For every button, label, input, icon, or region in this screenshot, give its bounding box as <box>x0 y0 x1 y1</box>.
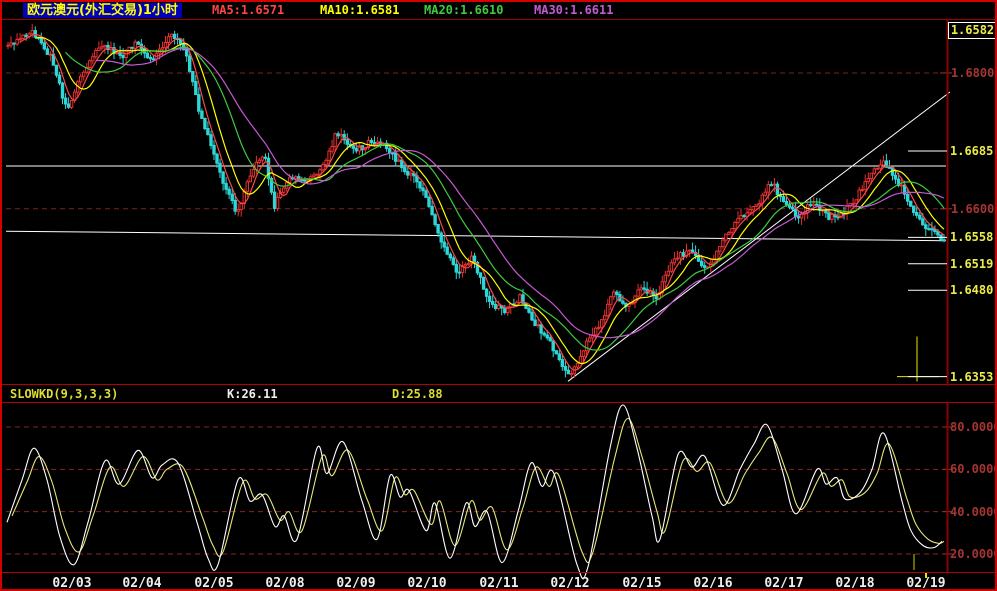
date-label: 02/03 <box>52 576 92 591</box>
price-level-label: 1.6480 <box>950 283 994 298</box>
current-date-tick <box>925 573 927 578</box>
indicator-name: SLOWKD(9,3,3,3) <box>10 387 119 401</box>
indicator-header-bar: SLOWKD(9,3,3,3) K:26.11 D:25.88 <box>2 386 995 402</box>
instrument-title: 欧元澳元(外汇交易)1小时 <box>23 3 182 18</box>
indicator-level-label: 20.0000 <box>950 547 997 561</box>
date-label: 02/15 <box>622 576 662 591</box>
date-label: 02/11 <box>479 576 519 591</box>
price-level-label: 1.6800 <box>951 65 995 80</box>
date-label: 02/10 <box>407 576 447 591</box>
indicator-level-label: 60.0000 <box>950 462 997 477</box>
indicator-d-value: D:25.88 <box>392 387 443 401</box>
date-label: 02/18 <box>835 576 875 591</box>
current-price-badge: 1.6582 <box>948 22 995 39</box>
ma30-legend: MA30:1.6611 <box>534 3 614 17</box>
price-level-label: 1.6600 <box>951 201 995 216</box>
indicator-k-value: K:26.11 <box>227 387 278 401</box>
date-label: 02/19 <box>906 576 946 591</box>
date-label: 02/05 <box>194 576 234 591</box>
date-label: 02/12 <box>550 576 590 591</box>
title-bar: 欧元澳元(外汇交易)1小时 MA5:1.6571 MA10:1.6581 MA2… <box>2 2 995 19</box>
date-label: 02/17 <box>764 576 804 591</box>
date-label: 02/04 <box>122 576 162 591</box>
ma10-legend: MA10:1.6581 <box>320 3 400 17</box>
indicator-level-label: 80.0000 <box>950 420 997 434</box>
date-label: 02/09 <box>336 576 376 591</box>
price-level-label: 1.6685 <box>950 144 994 159</box>
price-level-label: 1.6519 <box>950 256 994 271</box>
date-label: 02/08 <box>265 576 305 591</box>
price-level-label: 1.6558 <box>950 230 994 245</box>
date-label: 02/16 <box>693 576 733 591</box>
price-level-label: 1.6353 <box>950 369 994 384</box>
indicator-level-label: 40.0000 <box>950 504 997 519</box>
ma20-legend: MA20:1.6610 <box>424 3 504 17</box>
ma5-legend: MA5:1.6571 <box>212 3 285 17</box>
